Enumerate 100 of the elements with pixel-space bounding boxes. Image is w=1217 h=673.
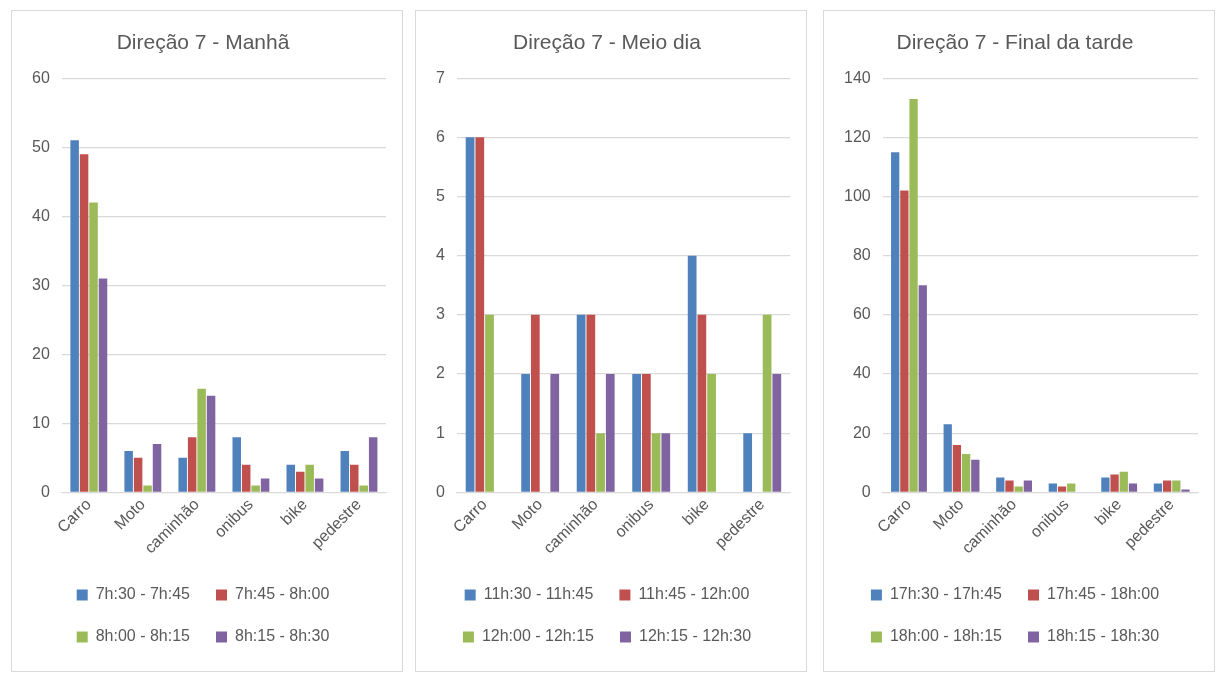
bar bbox=[1023, 480, 1033, 492]
bar bbox=[206, 395, 216, 492]
y-tick-label: 40 bbox=[852, 364, 871, 382]
y-tick-label: 0 bbox=[40, 482, 50, 500]
bar bbox=[550, 374, 560, 492]
legend-label: 18h:15 - 18h:30 bbox=[1047, 627, 1160, 645]
y-tick-label: 0 bbox=[861, 482, 871, 500]
bar bbox=[340, 450, 350, 492]
bar bbox=[521, 374, 530, 492]
bar bbox=[900, 190, 909, 492]
y-tick-label: 120 bbox=[843, 127, 871, 145]
bar bbox=[586, 314, 596, 492]
bar bbox=[368, 437, 378, 492]
y-tick-label: 5 bbox=[435, 186, 445, 204]
bar bbox=[314, 478, 324, 492]
y-tick-label: 1 bbox=[435, 423, 445, 441]
bar bbox=[475, 137, 485, 492]
chart-title: Direção 7 - Manhã bbox=[116, 30, 290, 54]
x-tick-label: bike bbox=[277, 495, 311, 529]
bar bbox=[251, 485, 260, 492]
bar bbox=[260, 478, 270, 492]
y-tick-label: 60 bbox=[852, 305, 871, 323]
bar bbox=[187, 437, 197, 492]
x-tick-label: bike bbox=[679, 495, 713, 529]
bar bbox=[651, 433, 661, 492]
legend-label: 11h:30 - 11h:45 bbox=[483, 585, 594, 603]
bar bbox=[1119, 471, 1128, 492]
legend-label: 18h:00 - 18h:15 bbox=[889, 627, 1003, 645]
x-tick-label: bike bbox=[1091, 495, 1125, 529]
bar bbox=[891, 152, 900, 492]
y-tick-label: 4 bbox=[435, 246, 445, 264]
bar bbox=[133, 457, 143, 492]
bar bbox=[632, 374, 642, 492]
bar bbox=[641, 374, 651, 492]
legend-label: 7h:30 - 7h:45 bbox=[95, 585, 191, 603]
bar bbox=[465, 137, 475, 492]
legend-label: 8h:15 - 8h:30 bbox=[235, 627, 330, 645]
bar bbox=[1181, 489, 1190, 492]
y-tick-label: 6 bbox=[435, 127, 445, 145]
y-tick-label: 10 bbox=[32, 413, 50, 431]
bar bbox=[178, 457, 187, 492]
bar bbox=[143, 485, 152, 492]
legend-label: 8h:00 - 8h:15 bbox=[95, 627, 191, 645]
y-tick-label: 140 bbox=[843, 68, 871, 86]
bar bbox=[1153, 483, 1163, 492]
bar bbox=[918, 285, 927, 492]
bar bbox=[909, 98, 918, 492]
bar bbox=[305, 464, 314, 492]
bar bbox=[697, 314, 707, 492]
chart-title: Direção 7 - Final da tarde bbox=[896, 30, 1134, 54]
bar bbox=[1048, 483, 1057, 492]
legend-label: 12h:15 - 12h:30 bbox=[639, 627, 752, 645]
y-tick-label: 2 bbox=[435, 364, 445, 382]
bar bbox=[961, 453, 971, 492]
legend-label: 7h:45 - 8h:00 bbox=[235, 585, 330, 603]
bar bbox=[971, 459, 980, 492]
bar bbox=[772, 374, 782, 492]
bar bbox=[996, 477, 1005, 492]
chart-title: Direção 7 - Meio dia bbox=[513, 30, 702, 54]
bar bbox=[943, 424, 952, 492]
legend-label: 17h:45 - 18h:00 bbox=[1047, 585, 1160, 603]
bar bbox=[98, 278, 108, 492]
bar bbox=[485, 314, 494, 492]
bar bbox=[286, 464, 296, 492]
bar bbox=[197, 388, 206, 492]
bar bbox=[89, 202, 98, 492]
bar bbox=[1067, 483, 1076, 492]
legend-label: 11h:45 - 12h:00 bbox=[638, 585, 750, 603]
bar bbox=[530, 314, 540, 492]
bar bbox=[576, 314, 586, 492]
y-tick-label: 100 bbox=[843, 186, 871, 204]
bar bbox=[1014, 486, 1023, 492]
y-tick-label: 20 bbox=[32, 344, 50, 362]
y-tick-label: 3 bbox=[435, 305, 445, 323]
y-tick-label: 0 bbox=[435, 482, 445, 500]
bar bbox=[359, 485, 368, 492]
bar bbox=[124, 450, 133, 492]
bar bbox=[232, 437, 241, 492]
bar bbox=[1110, 474, 1119, 492]
bar bbox=[1005, 480, 1014, 492]
y-tick-label: 7 bbox=[435, 68, 445, 86]
bar bbox=[952, 445, 962, 492]
bar bbox=[605, 374, 615, 492]
bar bbox=[1172, 480, 1181, 492]
legend-label: 17h:30 - 17h:45 bbox=[889, 585, 1003, 603]
bar bbox=[596, 433, 605, 492]
y-tick-label: 30 bbox=[32, 275, 50, 293]
bar bbox=[295, 471, 305, 492]
y-tick-label: 80 bbox=[852, 246, 871, 264]
bar bbox=[687, 255, 697, 492]
bar bbox=[661, 433, 671, 492]
bar bbox=[1128, 483, 1138, 492]
y-tick-label: 20 bbox=[852, 423, 871, 441]
y-tick-label: 60 bbox=[32, 68, 50, 86]
y-tick-label: 50 bbox=[32, 137, 50, 155]
bar bbox=[79, 154, 89, 492]
bar bbox=[1057, 486, 1067, 492]
bar bbox=[350, 464, 359, 492]
bar bbox=[1162, 480, 1172, 492]
bar bbox=[1101, 477, 1110, 492]
